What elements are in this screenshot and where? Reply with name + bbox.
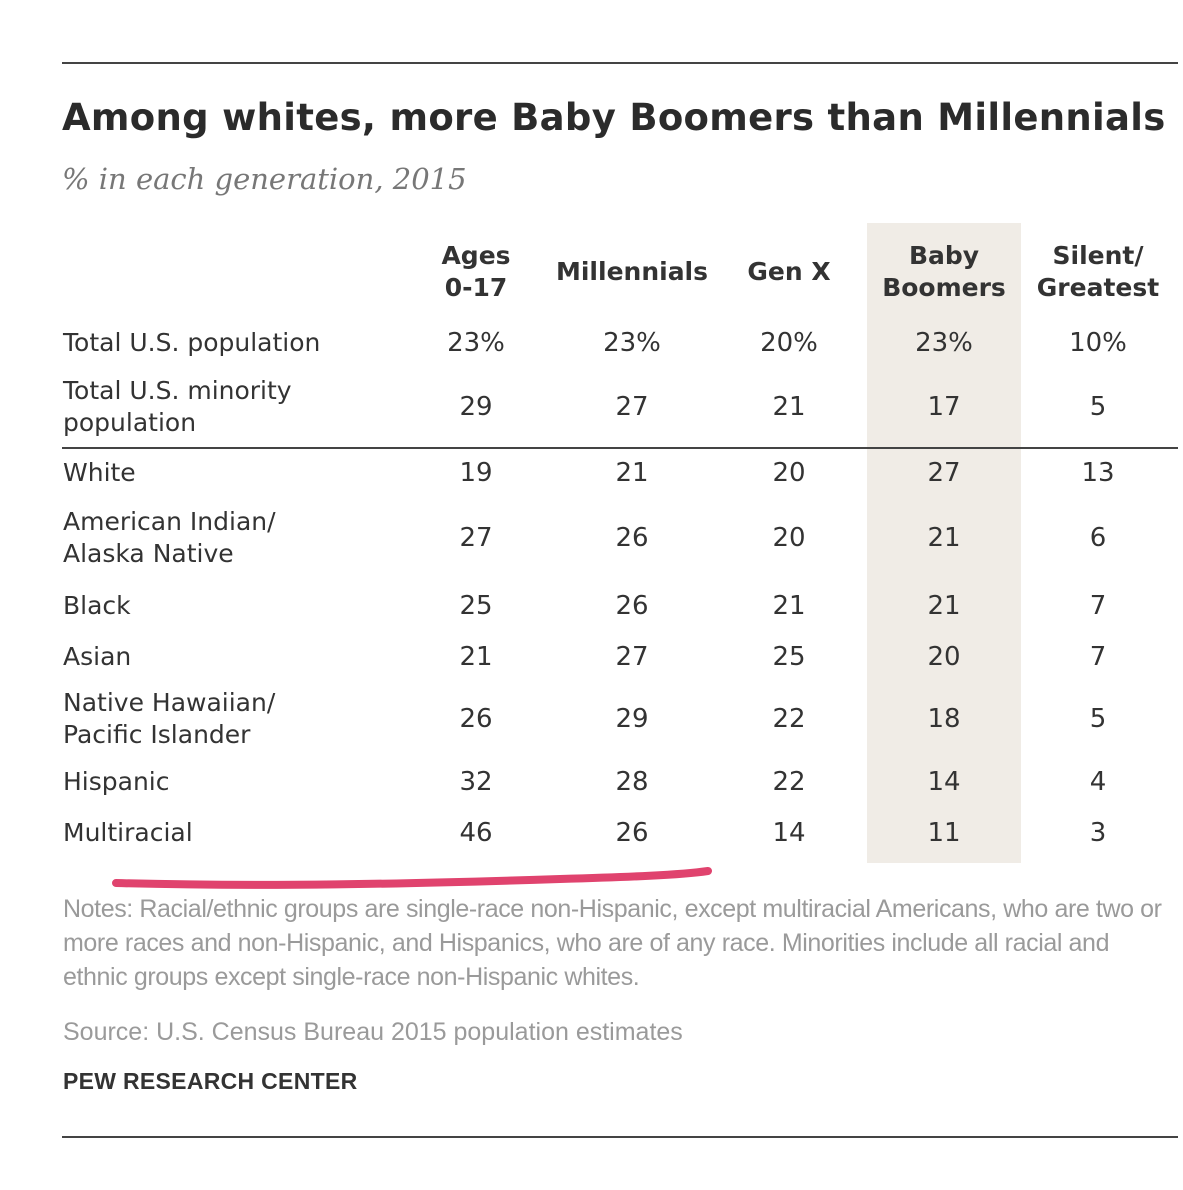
- row-label: Native Hawaiian/ Pacific Islander: [63, 688, 276, 749]
- publisher-name: PEW RESEARCH CENTER: [63, 1068, 358, 1094]
- bottom-rule: [62, 1136, 1178, 1138]
- table-cell-gen-x: 21: [772, 392, 806, 422]
- table-cell-silent-greatest: 6: [1089, 523, 1107, 553]
- row-label: Black: [63, 591, 131, 620]
- table-cell-gen-x: 22: [772, 704, 806, 734]
- table-cell-baby-boomers: 17: [927, 392, 961, 422]
- underline-stroke: [112, 867, 712, 889]
- chart-source: Source: U.S. Census Bureau 2015 populati…: [63, 1018, 683, 1046]
- table-cell-gen-x: 25: [772, 642, 806, 672]
- table-cell-ages-0-17: 21: [459, 642, 493, 672]
- table-cell-ages-0-17: 27: [459, 523, 493, 553]
- table-cell-silent-greatest: 7: [1089, 591, 1107, 621]
- row-label: Multiracial: [63, 818, 193, 847]
- handdrawn-underline-annotation: [112, 867, 712, 889]
- row-label: American Indian/ Alaska Native: [63, 507, 276, 568]
- table-cell-gen-x: 20: [772, 523, 806, 553]
- table-cell-silent-greatest: 7: [1089, 642, 1107, 672]
- table-cell-silent-greatest: 3: [1089, 818, 1107, 848]
- table-cell-gen-x: 22: [772, 767, 806, 797]
- column-header-millennials: Millennials: [555, 257, 709, 286]
- table-cell-baby-boomers: 21: [927, 591, 961, 621]
- table-cell-millennials: 26: [615, 818, 649, 848]
- table-cell-ages-0-17: 26: [459, 704, 493, 734]
- table-cell-baby-boomers: 21: [927, 523, 961, 553]
- table-cell-silent-greatest: 4: [1089, 767, 1107, 797]
- column-header-gen-x: Gen X: [747, 257, 831, 286]
- chart-notes: Notes: Racial/ethnic groups are single-r…: [63, 895, 1162, 991]
- chart-subtitle: % in each generation, 2015: [62, 162, 467, 196]
- table-cell-ages-0-17: 25: [459, 591, 493, 621]
- table-cell-silent-greatest: 5: [1089, 704, 1107, 734]
- table-cell-ages-0-17: 32: [459, 767, 493, 797]
- row-label: Hispanic: [63, 767, 170, 796]
- table-cell-millennials: 23%: [603, 328, 661, 358]
- top-rule: [62, 62, 1178, 64]
- table-cell-ages-0-17: 46: [459, 818, 493, 848]
- table-cell-ages-0-17: 23%: [447, 328, 505, 358]
- table-cell-millennials: 29: [615, 704, 649, 734]
- table-cell-millennials: 21: [615, 458, 649, 488]
- table-cell-gen-x: 21: [772, 591, 806, 621]
- table-cell-millennials: 26: [615, 591, 649, 621]
- row-label: Total U.S. population: [63, 328, 321, 357]
- table-cell-baby-boomers: 14: [927, 767, 961, 797]
- table-cell-ages-0-17: 19: [459, 458, 493, 488]
- row-label: White: [63, 458, 136, 487]
- table-cell-silent-greatest: 5: [1089, 392, 1107, 422]
- table-cell-baby-boomers: 27: [927, 458, 961, 488]
- chart-title: Among whites, more Baby Boomers than Mil…: [62, 96, 1166, 139]
- column-header-silent-greatest: Silent/ Greatest: [1036, 241, 1160, 302]
- table-cell-ages-0-17: 29: [459, 392, 493, 422]
- row-label: Total U.S. minority population: [63, 376, 292, 437]
- table-cell-gen-x: 20: [772, 458, 806, 488]
- table-cell-millennials: 26: [615, 523, 649, 553]
- column-header-ages-0-17: Ages 0-17: [441, 241, 511, 302]
- table-cell-baby-boomers: 11: [927, 818, 961, 848]
- table-cell-millennials: 27: [615, 392, 649, 422]
- table-cell-millennials: 28: [615, 767, 649, 797]
- table-cell-gen-x: 20%: [760, 328, 818, 358]
- table-cell-gen-x: 14: [772, 818, 806, 848]
- minority-divider-rule: [62, 447, 1178, 449]
- column-header-baby-boomers: Baby Boomers: [882, 241, 1006, 302]
- table-cell-baby-boomers: 20: [927, 642, 961, 672]
- table-cell-baby-boomers: 23%: [915, 328, 973, 358]
- row-label: Asian: [63, 642, 132, 671]
- table-cell-baby-boomers: 18: [927, 704, 961, 734]
- baby-boomers-highlight-band: [867, 223, 1021, 863]
- table-cell-silent-greatest: 13: [1081, 458, 1115, 488]
- table-cell-millennials: 27: [615, 642, 649, 672]
- table-cell-silent-greatest: 10%: [1069, 328, 1127, 358]
